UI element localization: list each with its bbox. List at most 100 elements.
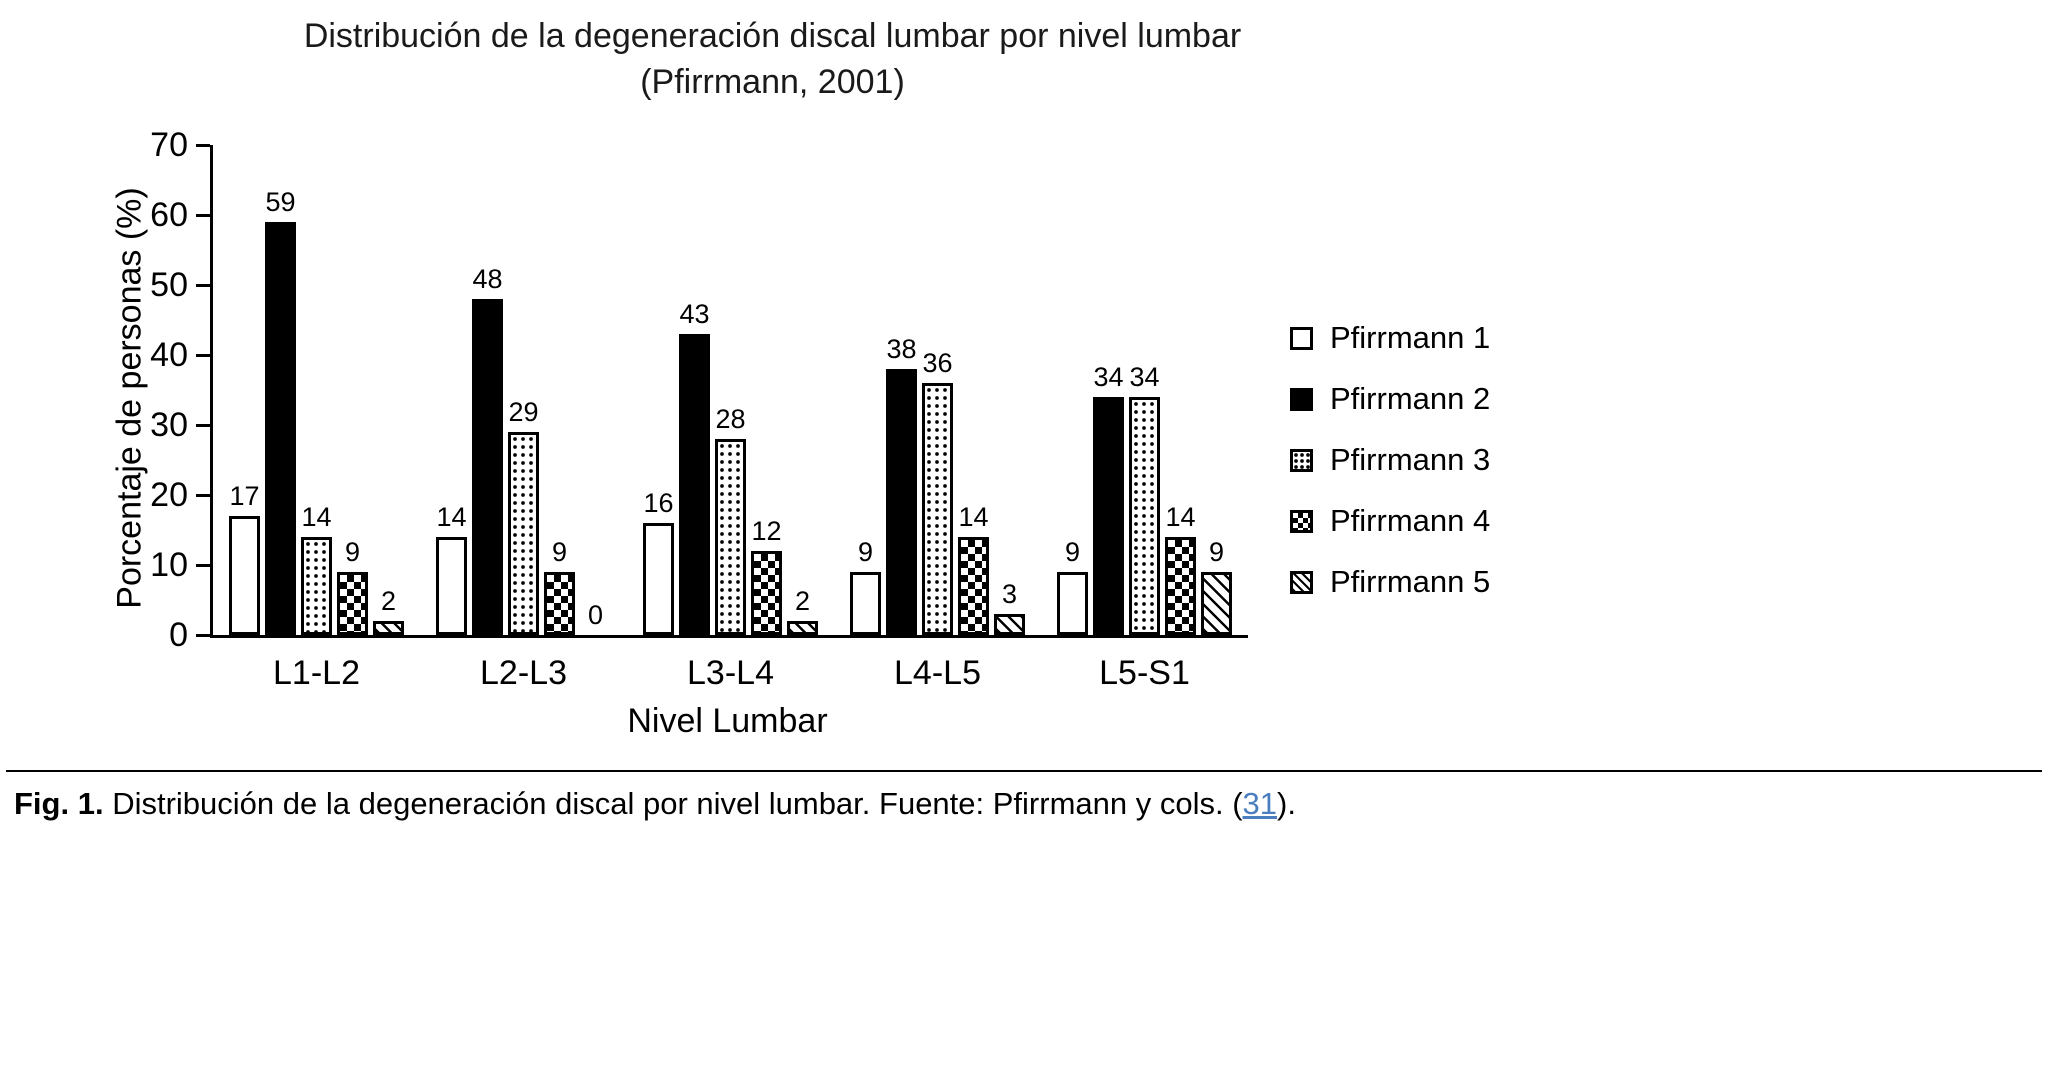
bar-group: 16 43 28 12 2 L3-L4 [627, 145, 834, 692]
x-category-label: L4-L5 [894, 654, 981, 692]
bar-value-label: 28 [715, 404, 746, 434]
y-tick-mark [196, 423, 210, 427]
x-axis-label: Nivel Lumbar [627, 702, 828, 740]
bar-pfirrmann-2 [886, 369, 917, 635]
legend-item: Pfirrmann 3 [1290, 442, 1490, 478]
bar-pfirrmann-5 [787, 621, 818, 635]
bar-slot: 9 [850, 539, 881, 635]
legend-swatch-diagonal-hatch [1290, 570, 1313, 594]
bar-pfirrmann-5 [994, 614, 1025, 635]
bar-value-label: 14 [958, 502, 989, 532]
figure-label: Fig. 1. [14, 786, 104, 821]
plot-area: 0 10 20 30 40 50 60 70 17 59 14 9 2 L1-L2 14 48 29 9 0 L2-L… [150, 126, 1248, 692]
bar-value-label: 14 [1165, 502, 1196, 532]
caption-divider [6, 770, 2042, 772]
bar-pfirrmann-1 [229, 516, 260, 635]
y-tick-label: 20 [150, 476, 188, 514]
bar-slot: 14 [1165, 504, 1196, 635]
bar-pfirrmann-4 [1165, 537, 1196, 635]
legend-swatch-dots [1290, 448, 1313, 472]
y-tick-mark [196, 493, 210, 497]
x-category-label: L2-L3 [480, 654, 567, 692]
bar-slot: 2 [787, 588, 818, 635]
legend: Pfirrmann 1 Pfirrmann 2 Pfirrmann 3 Pfirrma… [1290, 320, 1490, 600]
caption-suffix: ). [1277, 786, 1296, 821]
bar-value-label: 17 [229, 481, 260, 511]
legend-label: Pfirrmann 2 [1330, 381, 1491, 416]
bar-value-label: 48 [472, 264, 503, 294]
bar-slot: 38 [886, 336, 917, 635]
bar-slot: 59 [265, 189, 296, 635]
bar-group: 17 59 14 9 2 L1-L2 [213, 145, 420, 692]
bar-value-label: 29 [508, 397, 539, 427]
caption-text: Distribución de la degeneración discal p… [112, 786, 1243, 821]
bar-slot: 34 [1129, 364, 1160, 635]
chart-title: Distribución de la degeneración discal l… [0, 14, 1545, 106]
bar-slot: 0 [580, 602, 611, 635]
legend-swatch-outline-white [1290, 326, 1313, 350]
bar-value-label: 16 [643, 488, 674, 518]
legend-item: Pfirrmann 5 [1290, 564, 1490, 600]
y-tick-mark [196, 563, 210, 567]
chart-title-line1: Distribución de la degeneración discal l… [303, 17, 1242, 55]
bar-slot: 14 [301, 504, 332, 635]
legend-label: Pfirrmann 3 [1330, 442, 1491, 477]
bar-slot: 9 [1201, 539, 1232, 635]
bar-slot: 34 [1093, 364, 1124, 635]
bar-slot: 48 [472, 266, 503, 635]
bar-pfirrmann-3 [922, 383, 953, 635]
bar-value-label: 34 [1093, 362, 1124, 392]
bar-slot: 43 [679, 301, 710, 635]
bar-slot: 9 [337, 539, 368, 635]
legend-item: Pfirrmann 1 [1290, 320, 1490, 356]
bar-pfirrmann-2 [472, 299, 503, 635]
bar-value-label: 9 [857, 537, 874, 567]
legend-item: Pfirrmann 2 [1290, 381, 1490, 417]
bar-pfirrmann-4 [751, 551, 782, 635]
legend-label: Pfirrmann 5 [1330, 564, 1491, 599]
bar-slot: 17 [229, 483, 260, 635]
bar-group: 14 48 29 9 0 L2-L3 [420, 145, 627, 692]
bar-slot: 2 [373, 588, 404, 635]
bar-slot: 12 [751, 518, 782, 635]
bar-value-label: 14 [301, 502, 332, 532]
chart-title-line2: (Pfirrmann, 2001) [640, 62, 905, 101]
bar-slot: 9 [1057, 539, 1088, 635]
bar-pfirrmann-5 [373, 621, 404, 635]
bar-pfirrmann-2 [1093, 397, 1124, 635]
bar-value-label: 59 [265, 187, 296, 217]
bar-group: 9 38 36 14 3 L4-L5 [834, 145, 1041, 692]
bar-pfirrmann-3 [301, 537, 332, 635]
bar-pfirrmann-3 [715, 439, 746, 635]
bar-value-label: 14 [436, 502, 467, 532]
bar-pfirrmann-1 [436, 537, 467, 635]
bar-slot: 16 [643, 490, 674, 635]
bar-group: 9 34 34 14 9 L5-S1 [1041, 145, 1248, 692]
bar-value-label: 12 [751, 516, 782, 546]
y-tick-label: 30 [150, 406, 188, 444]
x-category-label: L3-L4 [687, 654, 774, 692]
bar-value-label: 36 [922, 348, 953, 378]
figure-caption: Fig. 1. Distribución de la degeneración … [14, 786, 2034, 822]
bar-pfirrmann-4 [544, 572, 575, 635]
bar-slot: 29 [508, 399, 539, 635]
x-category-label: L5-S1 [1099, 654, 1190, 692]
bar-slot: 9 [544, 539, 575, 635]
y-tick-mark [196, 283, 210, 287]
citation-link[interactable]: 31 [1242, 786, 1278, 821]
bar-value-label: 9 [551, 537, 568, 567]
y-tick-label: 10 [150, 546, 188, 584]
y-tick-label: 70 [150, 126, 188, 164]
bar-slot: 28 [715, 406, 746, 635]
bar-value-label: 2 [794, 586, 811, 616]
bar-pfirrmann-3 [508, 432, 539, 635]
bar-value-label: 9 [1208, 537, 1225, 567]
bar-pfirrmann-4 [337, 572, 368, 635]
bar-slot: 3 [994, 581, 1025, 635]
bar-pfirrmann-5 [1201, 572, 1232, 635]
bar-value-label: 9 [1064, 537, 1081, 567]
bar-pfirrmann-2 [265, 222, 296, 635]
y-tick-mark [196, 353, 210, 357]
legend-label: Pfirrmann 4 [1330, 503, 1491, 538]
